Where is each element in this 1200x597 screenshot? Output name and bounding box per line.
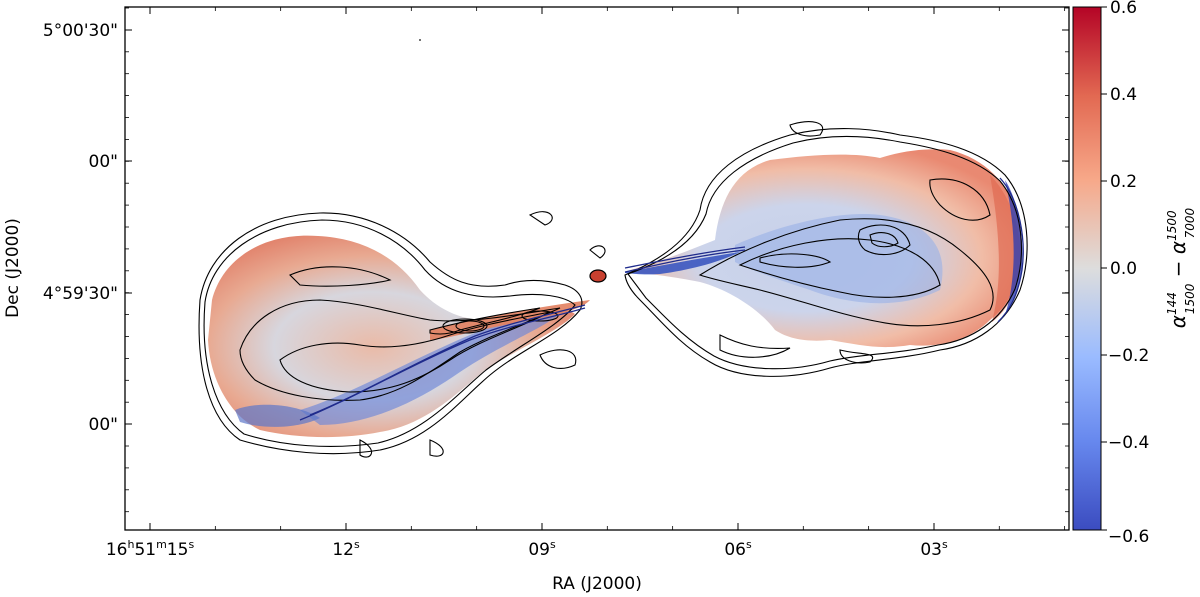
right-lobe-contours bbox=[624, 121, 1028, 377]
x-tick-label-3: 06s bbox=[724, 538, 752, 560]
y-tick-label-2: 4°59'30" bbox=[43, 284, 118, 304]
colorbar-tick-4: −0.2 bbox=[1108, 346, 1149, 366]
right-jet bbox=[625, 252, 740, 275]
colorbar-tick-2: 0.2 bbox=[1110, 172, 1137, 192]
x-tick-label-1: 12s bbox=[332, 538, 360, 560]
right-jet-blue-contours bbox=[624, 177, 1024, 323]
y-tick-label-0: 5°00'30" bbox=[43, 21, 118, 41]
colorbar-tick-0: 0.6 bbox=[1110, 0, 1137, 18]
right-lobe-blue-center bbox=[735, 214, 943, 304]
x-tick-label-4: 03s bbox=[920, 538, 948, 560]
colorbar-ticks bbox=[1101, 6, 1107, 531]
core bbox=[589, 269, 607, 283]
left-lobe-blue-ridge bbox=[300, 314, 560, 425]
colorbar-label: α144 1500 − α1500 7000 bbox=[1165, 207, 1197, 328]
minor-ticks bbox=[125, 7, 1069, 530]
left-lobe-fill bbox=[208, 235, 575, 438]
colorbar-tick-1: 0.4 bbox=[1110, 85, 1137, 105]
colorbar bbox=[1072, 6, 1102, 531]
colorbar-tick-3: 0.0 bbox=[1110, 259, 1137, 279]
colorbar-tick-6: −0.6 bbox=[1108, 527, 1149, 547]
x-axis-label: RA (J2000) bbox=[552, 574, 642, 594]
y-tick-label-3: 00" bbox=[89, 415, 118, 435]
left-jet-blue-contours bbox=[299, 304, 586, 421]
y-axis-label: Dec (J2000) bbox=[3, 218, 23, 318]
colorbar-tick-5: −0.4 bbox=[1108, 433, 1149, 453]
y-tick-label-1: 00" bbox=[89, 152, 118, 172]
left-lobe-blue-patch bbox=[235, 404, 320, 427]
x-tick-label-2: 09s bbox=[528, 538, 556, 560]
x-tick-label-0: 16h51m15s bbox=[106, 538, 195, 560]
left-lobe-contours bbox=[198, 211, 606, 458]
